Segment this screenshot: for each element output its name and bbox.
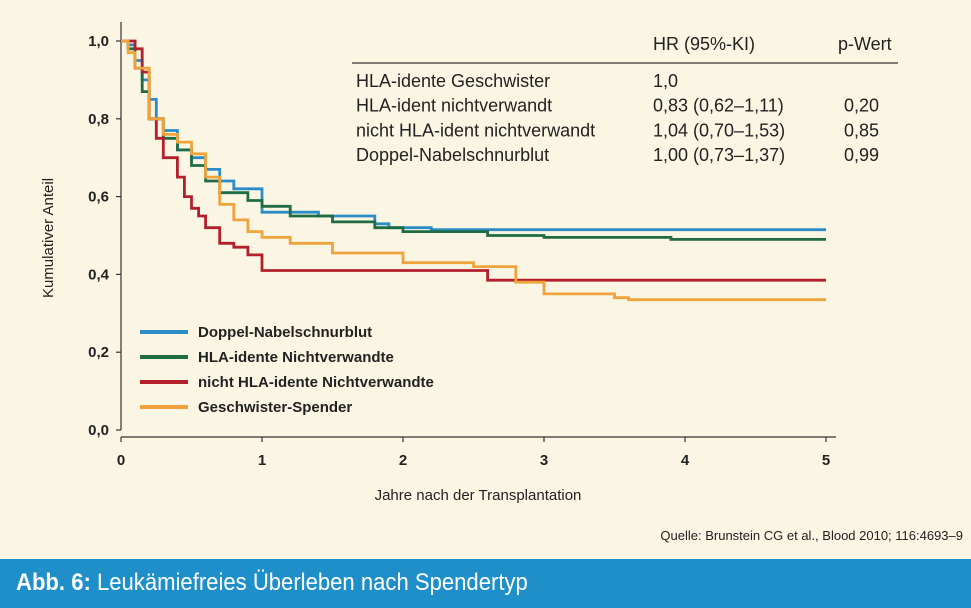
chart-svg: 0,0 0,2 0,4 0,6 0,8 1,0 0 1 2 3 4 5 Jahre nach der T… [40,22,898,504]
table-row-p: 0,99 [844,145,879,165]
legend-label-0: Doppel-Nabelschnurblut [198,324,372,341]
legend-label-2: nicht HLA-idente Nichtverwandte [198,374,434,391]
y-tick-label: 0,0 [88,422,109,439]
table-row-hr: 1,00 (0,73–1,37) [653,145,785,165]
table-row-p: 0,85 [844,120,879,140]
plot-area: 0,0 0,2 0,4 0,6 0,8 1,0 0 1 2 3 4 5 Jahre nach der T… [40,22,963,543]
series-line-1 [121,39,826,241]
table-row-hr: 1,04 (0,70–1,53) [653,120,785,140]
table-row-label: Doppel-Nabelschnurblut [356,145,549,165]
legend-label-1: HLA-idente Nichtverwandte [198,349,394,366]
table-row-label: HLA-idente Geschwister [356,71,550,91]
caption-bar: Abb. 6: Leukämiefreies Überleben nach Sp… [0,559,971,608]
series-line-3 [121,39,826,302]
x-tick-label: 5 [822,452,830,469]
y-tick-label: 0,2 [88,344,109,361]
table-header-p: p-Wert [838,34,892,54]
legend-label-3: Geschwister-Spender [198,399,352,416]
table-row-hr: 0,83 (0,62–1,11) [653,96,784,116]
caption-title: Leukämiefreies Überleben nach Spendertyp [90,569,528,596]
y-tick-label: 0,8 [88,111,109,128]
x-tick-label: 4 [681,452,690,469]
y-tick-label: 1,0 [88,33,109,50]
table-header-hr: HR (95%-KI) [653,34,755,54]
x-tick-label: 2 [399,452,407,469]
caption: Abb. 6: Leukämiefreies Überleben nach Sp… [16,569,528,597]
x-tick-label: 3 [540,452,548,469]
y-tick-label: 0,6 [88,189,109,206]
source-note: Quelle: Brunstein CG et al., Blood 2010;… [660,528,963,543]
table-row-label: HLA-ident nichtverwandt [356,96,552,116]
table-row-hr: 1,0 [653,71,678,91]
x-axis-label: Jahre nach der Transplantation [375,487,582,504]
y-tick-label: 0,4 [88,266,110,283]
table-row-label: nicht HLA-ident nichtverwandt [356,120,595,140]
caption-label: Abb. 6: [16,569,91,596]
table-row-p: 0,20 [844,96,879,116]
x-tick-label: 1 [258,452,266,469]
y-axis-label: Kumulativer Anteil [40,178,57,298]
x-tick-label: 0 [117,452,125,469]
